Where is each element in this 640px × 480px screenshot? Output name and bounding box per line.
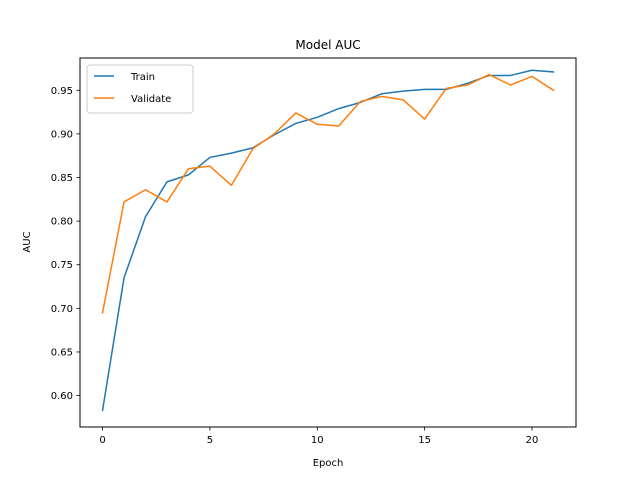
- y-tick-label: 0.85: [51, 173, 73, 184]
- x-tick-label: 0: [99, 435, 105, 446]
- legend-box: [86, 64, 194, 114]
- x-tick-label: 10: [311, 435, 324, 446]
- legend-label-train: Train: [130, 72, 155, 83]
- x-axis: 0 5 10 15 20: [99, 427, 538, 446]
- y-tick-label: 0.95: [51, 86, 73, 97]
- x-tick-label: 20: [526, 435, 539, 446]
- series-line-train: [101, 69, 555, 412]
- legend: Train Validate: [86, 64, 194, 114]
- x-axis-title: Epoch: [313, 458, 344, 469]
- x-tick-label: 5: [207, 435, 213, 446]
- chart-title: Model AUC: [295, 38, 360, 52]
- axes-frame: [79, 57, 577, 428]
- y-tick-label: 0.60: [51, 391, 73, 402]
- y-axis: 0.60 0.65 0.70 0.75 0.80 0.85 0.90 0.95: [51, 86, 80, 402]
- y-tick-label: 0.75: [51, 260, 73, 271]
- legend-label-validate: Validate: [131, 94, 171, 105]
- y-tick-label: 0.65: [51, 347, 73, 358]
- y-tick-label: 0.70: [51, 304, 73, 315]
- y-tick-label: 0.80: [51, 217, 73, 228]
- series-line-validate: [101, 73, 555, 314]
- y-tick-label: 0.90: [51, 129, 73, 140]
- plot-area: [101, 69, 555, 412]
- x-tick-label: 15: [418, 435, 431, 446]
- y-axis-title: AUC: [22, 231, 33, 252]
